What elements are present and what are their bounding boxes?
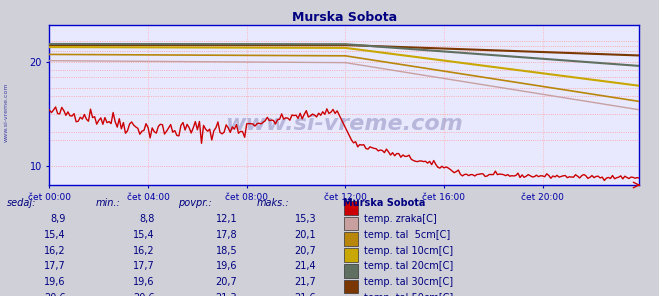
Text: 12,1: 12,1 (215, 214, 237, 224)
Text: temp. tal 50cm[C]: temp. tal 50cm[C] (364, 293, 453, 296)
Text: Murska Sobota: Murska Sobota (343, 198, 425, 208)
Text: 16,2: 16,2 (44, 246, 66, 255)
Text: 8,8: 8,8 (140, 214, 155, 224)
Text: maks.:: maks.: (257, 198, 290, 208)
Text: 21,6: 21,6 (295, 293, 316, 296)
Text: 21,7: 21,7 (295, 277, 316, 287)
Text: sedaj:: sedaj: (7, 198, 36, 208)
Text: 20,6: 20,6 (44, 293, 66, 296)
Text: 17,7: 17,7 (133, 261, 155, 271)
Text: 19,6: 19,6 (215, 261, 237, 271)
Text: 18,5: 18,5 (215, 246, 237, 255)
Text: 8,9: 8,9 (51, 214, 66, 224)
FancyBboxPatch shape (344, 264, 358, 278)
Text: temp. zraka[C]: temp. zraka[C] (364, 214, 437, 224)
FancyBboxPatch shape (344, 201, 358, 215)
Text: 21,3: 21,3 (215, 293, 237, 296)
Text: www.si-vreme.com: www.si-vreme.com (4, 83, 9, 142)
Text: 20,6: 20,6 (133, 293, 155, 296)
Text: 15,3: 15,3 (295, 214, 316, 224)
Text: 21,4: 21,4 (295, 261, 316, 271)
Text: min.:: min.: (96, 198, 121, 208)
Text: temp. tal 10cm[C]: temp. tal 10cm[C] (364, 246, 453, 255)
Text: www.si-vreme.com: www.si-vreme.com (225, 114, 463, 134)
FancyBboxPatch shape (344, 217, 358, 230)
Text: temp. tal 20cm[C]: temp. tal 20cm[C] (364, 261, 453, 271)
Text: 17,8: 17,8 (215, 230, 237, 240)
Text: temp. tal  5cm[C]: temp. tal 5cm[C] (364, 230, 451, 240)
Text: 20,7: 20,7 (295, 246, 316, 255)
FancyBboxPatch shape (344, 232, 358, 246)
Text: 16,2: 16,2 (133, 246, 155, 255)
Text: 19,6: 19,6 (133, 277, 155, 287)
Text: 20,7: 20,7 (215, 277, 237, 287)
FancyBboxPatch shape (344, 248, 358, 262)
Text: 15,4: 15,4 (133, 230, 155, 240)
Text: 19,6: 19,6 (44, 277, 66, 287)
Text: 20,1: 20,1 (295, 230, 316, 240)
Text: povpr.:: povpr.: (178, 198, 212, 208)
Title: Murska Sobota: Murska Sobota (292, 11, 397, 24)
FancyBboxPatch shape (344, 280, 358, 293)
Text: temp. tal 30cm[C]: temp. tal 30cm[C] (364, 277, 453, 287)
Text: 15,4: 15,4 (44, 230, 66, 240)
Text: 17,7: 17,7 (44, 261, 66, 271)
